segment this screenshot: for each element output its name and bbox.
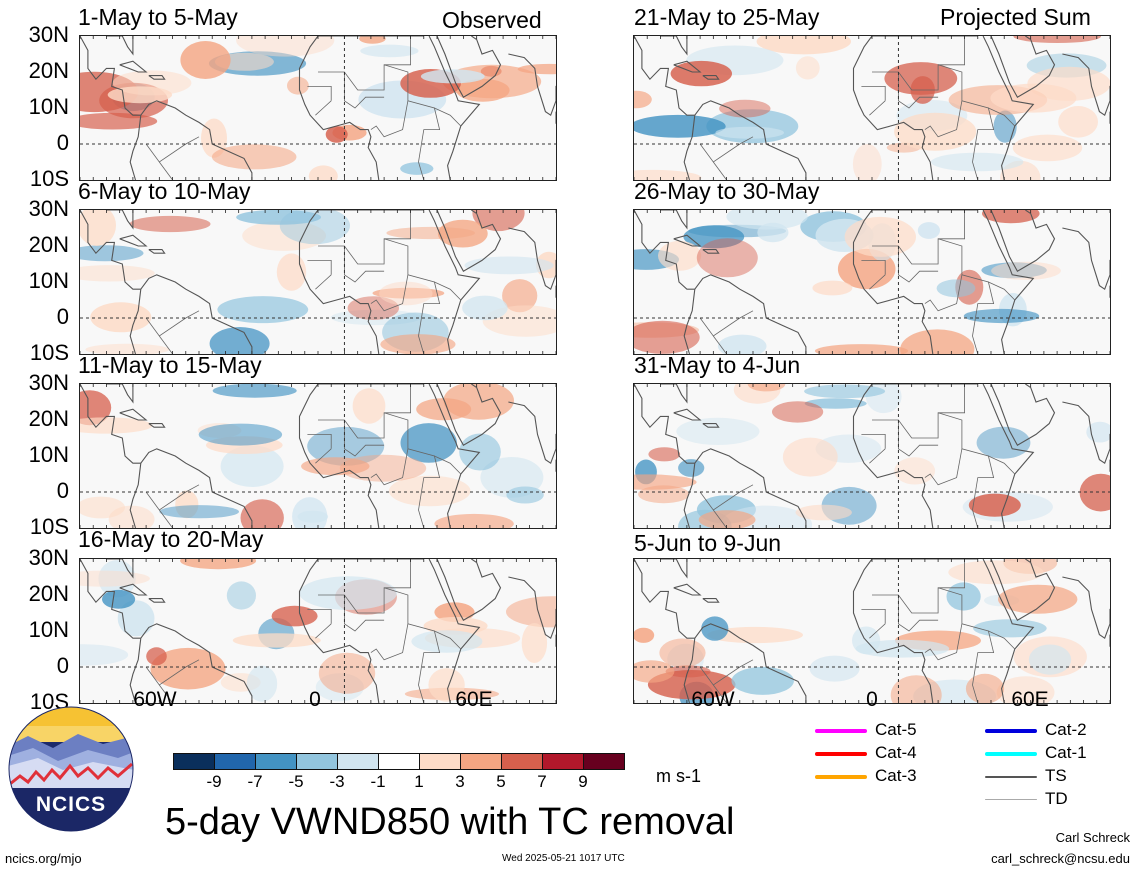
colorbar-cell-4 bbox=[337, 753, 379, 770]
panel-title-right-1: 21-May to 25-May bbox=[634, 4, 820, 30]
author-name: Carl Schreck bbox=[1055, 830, 1130, 845]
tc-legend-swatch-cat-1 bbox=[985, 752, 1037, 756]
colorbar-label-4: -1 bbox=[370, 772, 386, 791]
tc-legend-swatch-cat-4 bbox=[815, 752, 867, 756]
lat-label-row2-2: 10N bbox=[28, 268, 69, 293]
colorbar-cell-2 bbox=[255, 753, 297, 770]
panel-title-right-4: 5-Jun to 9-Jun bbox=[634, 530, 782, 556]
panel-title-left-4: 16-May to 20-May bbox=[78, 526, 264, 552]
tc-legend-swatch-cat-3 bbox=[815, 775, 867, 779]
lat-label-row4-1: 20N bbox=[28, 581, 69, 606]
colorbar-cell-0 bbox=[173, 753, 215, 770]
ncics-logo: NCICS bbox=[8, 706, 134, 832]
tc-legend-label-ts: TS bbox=[1045, 766, 1067, 785]
vwnd-map-observed-4 bbox=[79, 558, 557, 704]
vwnd-map-observed-1 bbox=[79, 35, 557, 181]
tc-legend-swatch-td bbox=[985, 799, 1037, 800]
panel-title-left-2: 6-May to 10-May bbox=[78, 178, 251, 204]
lat-label-row4-4: 10S bbox=[29, 689, 69, 714]
tc-legend-label-cat-1: Cat-1 bbox=[1045, 743, 1087, 762]
lon-label-60w-left: 60W bbox=[133, 688, 177, 711]
panel-title-left-3: 11-May to 15-May bbox=[78, 352, 262, 378]
lat-label-row1-3: 0 bbox=[56, 130, 69, 155]
site-url: ncics.org/mjo bbox=[5, 851, 82, 866]
colorbar-label-0: -9 bbox=[206, 772, 222, 791]
lat-label-row2-0: 30N bbox=[28, 196, 69, 221]
colorbar-cell-1 bbox=[214, 753, 256, 770]
colorbar-label-1: -7 bbox=[247, 772, 263, 791]
tc-legend-label-td: TD bbox=[1045, 789, 1068, 808]
vwnd-map-observed-3 bbox=[79, 383, 557, 529]
lat-label-row4-3: 0 bbox=[56, 653, 69, 678]
lat-label-row1-1: 20N bbox=[28, 58, 69, 83]
vwnd-map-observed-2 bbox=[79, 209, 557, 355]
colorbar-label-7: 5 bbox=[496, 772, 506, 791]
lon-label-60w-right: 60W bbox=[691, 688, 735, 711]
lat-label-row1-4: 10S bbox=[29, 166, 69, 191]
lat-label-row1-0: 30N bbox=[28, 22, 69, 47]
lat-label-row1-2: 10N bbox=[28, 94, 69, 119]
tc-legend-label-cat-2: Cat-2 bbox=[1045, 720, 1087, 739]
tc-legend-label-cat-4: Cat-4 bbox=[875, 743, 917, 762]
colorbar-cell-5 bbox=[378, 753, 420, 770]
colorbar-cell-8 bbox=[501, 753, 543, 770]
lat-label-row3-4: 10S bbox=[29, 514, 69, 539]
vwnd-map-projected-1 bbox=[633, 35, 1111, 181]
author-email: carl_schreck@ncsu.edu bbox=[991, 851, 1130, 866]
colorbar-units: m s-1 bbox=[656, 766, 701, 786]
vwnd-map-projected-4 bbox=[633, 558, 1111, 704]
lat-label-row2-4: 10S bbox=[29, 340, 69, 365]
colorbar-label-9: 9 bbox=[578, 772, 588, 791]
lat-label-row3-0: 30N bbox=[28, 370, 69, 395]
timestamp: Wed 2025-05-21 1017 UTC bbox=[502, 853, 625, 864]
colorbar-cell-6 bbox=[419, 753, 461, 770]
panel-title-right-2: 26-May to 30-May bbox=[634, 178, 820, 204]
tc-legend-swatch-ts bbox=[985, 776, 1037, 778]
colorbar-cell-7 bbox=[460, 753, 502, 770]
lat-label-row3-1: 20N bbox=[28, 406, 69, 431]
lon-label-0-right: 0 bbox=[866, 688, 878, 711]
lat-label-row2-3: 0 bbox=[56, 304, 69, 329]
lon-label-60e-left: 60E bbox=[455, 688, 493, 711]
tc-legend-label-cat-3: Cat-3 bbox=[875, 766, 917, 785]
logo-text: NCICS bbox=[35, 793, 107, 816]
colorbar-label-3: -3 bbox=[329, 772, 345, 791]
colorbar-label-8: 7 bbox=[537, 772, 547, 791]
lat-label-row3-2: 10N bbox=[28, 442, 69, 467]
tc-legend-swatch-cat-2 bbox=[985, 729, 1037, 733]
lat-label-row4-2: 10N bbox=[28, 617, 69, 642]
colorbar-cell-9 bbox=[542, 753, 584, 770]
projected-label: Projected Sum bbox=[940, 4, 1091, 30]
colorbar-cell-3 bbox=[296, 753, 338, 770]
colorbar-label-6: 3 bbox=[455, 772, 465, 791]
vwnd-map-projected-3 bbox=[633, 383, 1111, 529]
vwnd-map-projected-2 bbox=[633, 209, 1111, 355]
panel-title-left-1: 1-May to 5-May bbox=[78, 4, 238, 30]
tc-legend-swatch-cat-5 bbox=[815, 729, 867, 733]
panel-title-right-3: 31-May to 4-Jun bbox=[634, 352, 801, 378]
colorbar-cell-10 bbox=[583, 753, 625, 770]
lat-label-row2-1: 20N bbox=[28, 232, 69, 257]
colorbar-label-2: -5 bbox=[288, 772, 304, 791]
lat-label-row3-3: 0 bbox=[56, 478, 69, 503]
lat-label-row4-0: 30N bbox=[28, 545, 69, 570]
lon-label-0-left: 0 bbox=[309, 688, 321, 711]
observed-label: Observed bbox=[442, 7, 542, 33]
lon-label-60e-right: 60E bbox=[1011, 688, 1049, 711]
tc-legend-label-cat-5: Cat-5 bbox=[875, 720, 917, 739]
colorbar-label-5: 1 bbox=[414, 772, 424, 791]
main-title: 5-day VWND850 with TC removal bbox=[165, 801, 735, 843]
